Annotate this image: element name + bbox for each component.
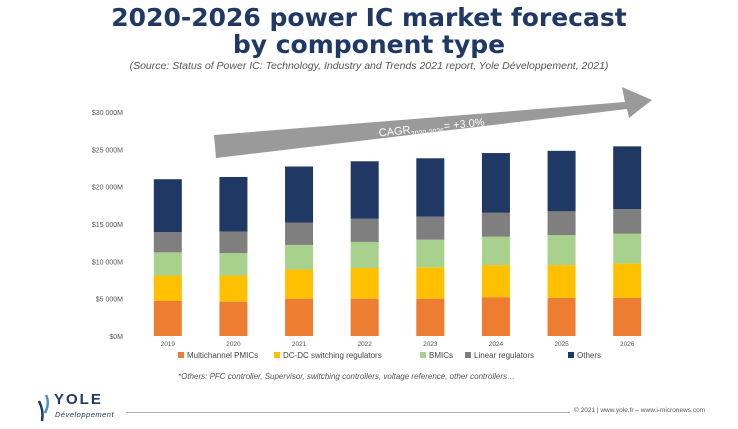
bar-segment [219,176,248,232]
legend-swatch [274,352,280,358]
bar-segment [547,265,576,298]
bar-segment [219,231,248,254]
bar-segment [481,153,510,213]
y-tick-label: $20 000M [92,185,123,192]
bar-segment [547,235,576,266]
legend-swatch [568,352,574,358]
bar-segment [416,298,445,336]
y-tick-label: $15 000M [92,222,123,229]
bar-segment [153,179,182,233]
bar-segment [285,269,314,299]
footer-divider [126,412,570,413]
cagr-arrow: CAGR2020-2026= +3.0% [214,87,652,158]
chart-title-line2: by component type [232,30,506,59]
logo-name: YOLE [54,391,103,408]
legend-swatch [420,352,426,358]
bar-segment [219,275,248,302]
bar-segment [547,211,576,236]
footer-copyright: © 2021 | www.yole.fr – www.i-micronews.c… [574,407,706,414]
cagr-label: CAGR2020-2026= +3.0% [378,116,485,141]
x-tick-label: 2021 [292,341,307,348]
legend-swatch [465,352,471,358]
bar-segment [285,222,314,245]
bar-segment [219,301,248,336]
bar-segment [613,146,642,210]
y-tick-label: $30 000M [92,110,123,117]
bar-segment [153,275,182,301]
chart-subtitle: (Source: Status of Power IC: Technology,… [129,60,609,72]
bar-segment [219,253,248,276]
bar-segment [481,212,510,237]
legend-label: Multichannel PMICs [187,351,258,360]
bar-segment [153,300,182,336]
bar-segment [285,166,314,223]
y-tick-label: $0M [109,334,123,341]
y-tick-label: $10 000M [92,259,123,266]
bar-segment [613,297,642,336]
x-tick-label: 2023 [423,341,438,348]
bar-segment [416,239,445,268]
legend-label: BMICs [429,351,453,360]
bar-segment [350,268,379,299]
bar-segment [481,297,510,336]
legend-label: DC-DC switching regulators [283,351,382,360]
x-tick-label: 2019 [161,341,176,348]
bar-segment [547,150,576,212]
legend-swatch [178,352,184,358]
bar-segment [613,233,642,264]
bar-segment [416,158,445,217]
y-tick-label: $25 000M [92,147,123,154]
x-tick-label: 2022 [357,341,372,348]
bar-segment [481,236,510,266]
legend-label: Others [577,351,601,360]
bar-segment [416,267,445,299]
bar-segment [613,209,642,234]
bar-segment [613,263,642,298]
x-tick-label: 2024 [489,341,504,348]
chart-footnote: *Others: PFC controller, Supervisor, swi… [178,372,516,381]
yole-logo-icon [37,394,49,422]
bar-segment [481,265,510,298]
cagr-arrow-shape [214,87,652,158]
bar-segment [416,216,445,240]
bar-segment [350,161,379,219]
x-tick-label: 2025 [554,341,569,348]
bar-segment [547,297,576,336]
bar-segment [153,252,182,276]
bar-segment [350,218,379,242]
bar-segment [285,298,314,336]
logo-subtitle: Développement [55,410,115,419]
yole-logo: YOLE Développement [36,391,126,423]
bar-segment [285,244,314,270]
chart-title-line1: 2020-2026 power IC market forecast [111,3,627,32]
bar-segment [350,241,379,269]
legend-label: Linear regulators [474,351,534,360]
x-tick-label: 2020 [226,341,241,348]
bar-segment [350,298,379,336]
x-tick-label: 2026 [620,341,635,348]
y-tick-label: $5 000M [96,297,123,304]
bar-segment [153,232,182,253]
